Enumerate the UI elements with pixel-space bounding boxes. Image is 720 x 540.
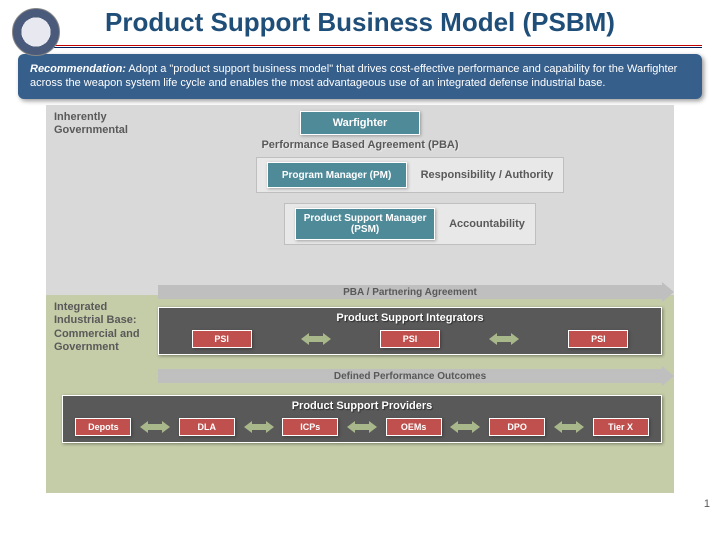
providers-items: Depots DLA ICPs OEMs DPO Tier X bbox=[63, 416, 661, 442]
providers-band: Product Support Providers Depots DLA ICP… bbox=[62, 395, 662, 443]
provider-chip: ICPs bbox=[282, 418, 338, 436]
page-title: Product Support Business Model (PSBM) bbox=[0, 8, 720, 37]
bi-arrow-icon bbox=[347, 421, 377, 433]
psi-chip: PSI bbox=[192, 330, 252, 348]
psm-row: Product Support Manager (PSM) Accountabi… bbox=[284, 203, 536, 245]
bi-arrow-icon bbox=[140, 421, 170, 433]
bi-arrow-icon bbox=[554, 421, 584, 433]
pba-caption: Performance Based Agreement (PBA) bbox=[28, 139, 692, 151]
bi-arrow-icon bbox=[244, 421, 274, 433]
header-rule bbox=[18, 45, 702, 48]
providers-title: Product Support Providers bbox=[63, 396, 661, 416]
warfighter-chip: Warfighter bbox=[300, 111, 420, 135]
provider-chip: DPO bbox=[489, 418, 545, 436]
recommendation-text: Adopt a "product support business model"… bbox=[30, 63, 677, 90]
provider-chip: Depots bbox=[75, 418, 131, 436]
provider-chip: Tier X bbox=[593, 418, 649, 436]
dod-seal bbox=[12, 8, 60, 56]
integrators-title: Product Support Integrators bbox=[159, 308, 661, 328]
psm-label: Accountability bbox=[449, 218, 525, 230]
recommendation-box: Recommendation: Adopt a "product support… bbox=[18, 54, 702, 100]
pba-partnering-divider: PBA / Partnering Agreement bbox=[158, 283, 662, 301]
outcomes-divider: Defined Performance Outcomes bbox=[158, 367, 662, 385]
bi-arrow-icon bbox=[301, 333, 331, 345]
provider-chip: OEMs bbox=[386, 418, 442, 436]
pm-chip: Program Manager (PM) bbox=[267, 162, 407, 188]
header: Product Support Business Model (PSBM) bbox=[0, 0, 720, 41]
integrators-items: PSI PSI PSI bbox=[159, 328, 661, 354]
bi-arrow-icon bbox=[450, 421, 480, 433]
pm-row: Program Manager (PM) Responsibility / Au… bbox=[256, 157, 565, 193]
psbm-diagram: Inherently Governmental Integrated Indus… bbox=[28, 105, 692, 493]
side-label-industrial: Integrated Industrial Base: Commercial a… bbox=[54, 301, 144, 354]
page-number: 1 bbox=[704, 498, 710, 510]
provider-chip: DLA bbox=[179, 418, 235, 436]
psi-chip: PSI bbox=[568, 330, 628, 348]
recommendation-label: Recommendation: bbox=[30, 63, 126, 75]
integrators-band: Product Support Integrators PSI PSI PSI bbox=[158, 307, 662, 355]
pm-label: Responsibility / Authority bbox=[421, 169, 554, 181]
psm-chip: Product Support Manager (PSM) bbox=[295, 208, 435, 240]
psi-chip: PSI bbox=[380, 330, 440, 348]
bi-arrow-icon bbox=[489, 333, 519, 345]
